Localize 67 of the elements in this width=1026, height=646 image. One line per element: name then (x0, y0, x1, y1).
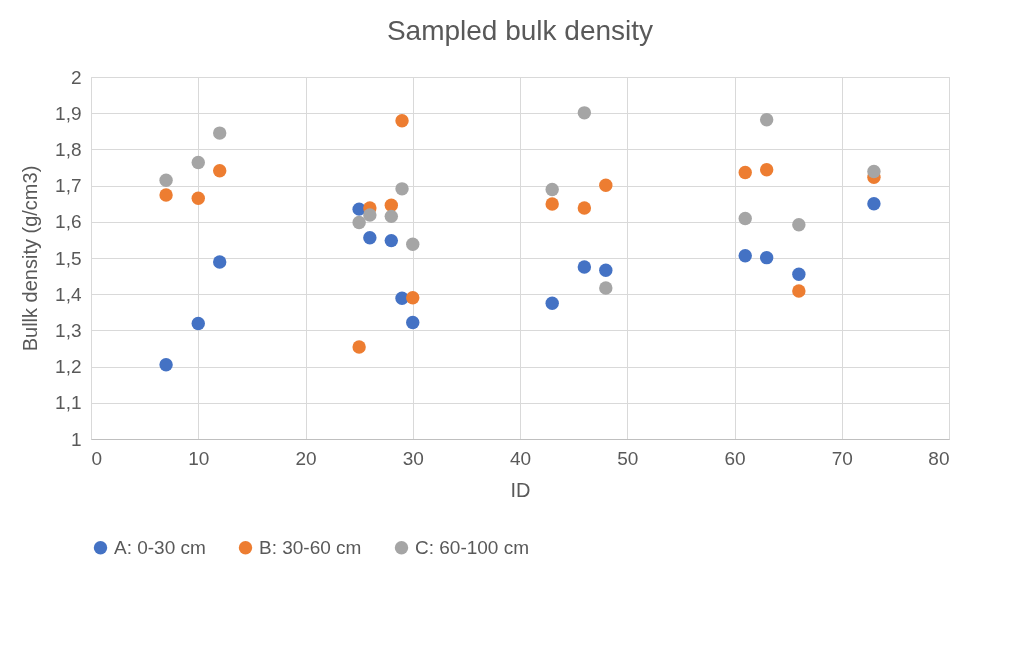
x-tick-label: 40 (509, 447, 532, 469)
legend-label: A: 0-30 cm (114, 536, 206, 558)
point (212, 126, 227, 140)
y-tick-label: 1,4 (55, 283, 82, 305)
point (212, 255, 227, 269)
legend-label: C: 60-100 cm (415, 536, 530, 558)
legend-label: B: 30-60 cm (259, 536, 362, 558)
point (792, 218, 806, 232)
point (738, 249, 752, 263)
point (545, 296, 559, 310)
point (577, 106, 592, 120)
point (599, 281, 613, 295)
point (352, 215, 366, 230)
point (159, 173, 173, 187)
y-tick-label: 1,3 (55, 319, 82, 341)
point (759, 113, 774, 127)
point (363, 231, 377, 245)
point (395, 114, 409, 128)
x-tick-label: 80 (928, 447, 950, 469)
y-tick-label: 2 (70, 66, 82, 88)
point (577, 260, 592, 274)
point (212, 164, 227, 178)
point (384, 198, 399, 212)
point (545, 182, 559, 197)
point (599, 263, 613, 277)
x-tick-label: 30 (402, 447, 424, 469)
x-tick-label: 20 (295, 447, 317, 469)
point (792, 284, 806, 298)
point (577, 201, 592, 215)
point (738, 165, 752, 180)
y-tick-label: 1 (70, 428, 82, 450)
point (159, 188, 173, 202)
y-tick-label: 1,7 (55, 175, 82, 197)
y-axis-title: Bullk density (g/cm3) (19, 165, 42, 352)
point (395, 182, 409, 196)
point (759, 250, 774, 265)
point (792, 267, 806, 281)
y-tick-label: 1,2 (55, 356, 82, 378)
chart-title: Sampled bulk density (386, 15, 654, 46)
point (191, 316, 205, 331)
x-axis-title: ID (510, 478, 531, 501)
x-tick-label: 60 (724, 447, 746, 469)
point (599, 178, 613, 192)
point (159, 358, 173, 372)
point (363, 208, 377, 222)
point (406, 237, 420, 251)
x-tick-label: 0 (91, 447, 103, 469)
point (545, 197, 559, 211)
point (406, 315, 420, 330)
point (759, 162, 774, 177)
point (867, 197, 881, 211)
point (352, 340, 366, 354)
point (406, 291, 420, 305)
y-tick-label: 1,5 (55, 247, 82, 269)
y-tick-label: 1,1 (55, 392, 82, 414)
y-tick-label: 1,9 (55, 102, 82, 124)
point (191, 155, 205, 170)
x-tick-label: 70 (831, 447, 853, 469)
point (867, 164, 881, 179)
point (191, 191, 205, 205)
point (384, 209, 399, 224)
x-tick-label: 50 (617, 447, 639, 469)
point (384, 233, 399, 248)
point (738, 211, 752, 226)
y-tick-label: 1,8 (55, 138, 82, 160)
y-tick-label: 1,6 (55, 211, 82, 233)
x-tick-label: 10 (188, 447, 210, 469)
